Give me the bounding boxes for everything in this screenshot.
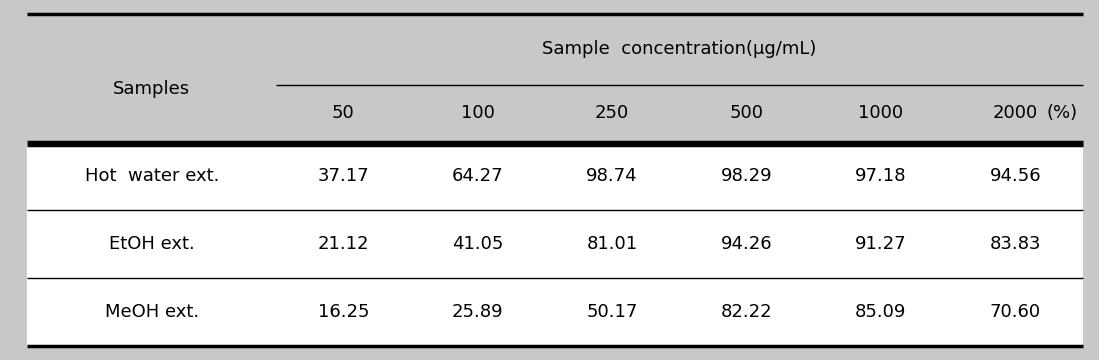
Text: 94.56: 94.56 (989, 167, 1041, 185)
Text: 91.27: 91.27 (855, 235, 907, 253)
Text: (%): (%) (1047, 104, 1078, 122)
Text: Samples: Samples (113, 80, 190, 98)
Text: 100: 100 (460, 104, 495, 122)
Text: EtOH ext.: EtOH ext. (109, 235, 195, 253)
Text: 41.05: 41.05 (452, 235, 503, 253)
Text: 98.29: 98.29 (721, 167, 773, 185)
Text: Sample  concentration(μg/mL): Sample concentration(μg/mL) (542, 40, 817, 58)
Text: 50.17: 50.17 (587, 303, 637, 321)
Text: 64.27: 64.27 (452, 167, 503, 185)
Text: 85.09: 85.09 (855, 303, 907, 321)
Text: 81.01: 81.01 (587, 235, 637, 253)
Text: 94.26: 94.26 (721, 235, 773, 253)
Text: 21.12: 21.12 (318, 235, 369, 253)
Text: 97.18: 97.18 (855, 167, 907, 185)
Text: Hot  water ext.: Hot water ext. (85, 167, 219, 185)
Bar (27, 14, 1083, 142)
Text: 50: 50 (332, 104, 355, 122)
Text: 1000: 1000 (858, 104, 903, 122)
Text: MeOH ext.: MeOH ext. (104, 303, 199, 321)
Text: 82.22: 82.22 (721, 303, 773, 321)
Text: 250: 250 (595, 104, 630, 122)
Text: 83.83: 83.83 (989, 235, 1041, 253)
Text: 16.25: 16.25 (318, 303, 369, 321)
Text: 70.60: 70.60 (990, 303, 1041, 321)
Text: 98.74: 98.74 (586, 167, 637, 185)
Text: 500: 500 (730, 104, 764, 122)
Text: 25.89: 25.89 (452, 303, 503, 321)
Text: 37.17: 37.17 (318, 167, 369, 185)
Text: 2000: 2000 (992, 104, 1037, 122)
Bar (27, 142, 1083, 346)
